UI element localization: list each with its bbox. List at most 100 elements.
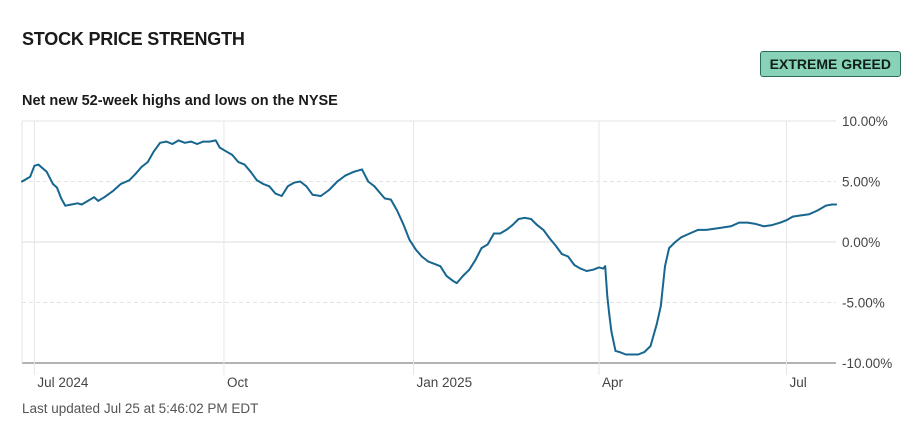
data-point [256, 179, 258, 182]
x-axis: Jul 2024 Oct Jan 2025 Apr Jul [37, 375, 806, 390]
data-point [523, 216, 526, 219]
data-point [433, 262, 436, 265]
data-point [493, 232, 495, 235]
data-point [468, 268, 471, 271]
data-point [214, 139, 217, 142]
data-point [80, 203, 83, 206]
y-axis: 10.00% 5.00% 0.00% -5.00% -10.00% [842, 114, 892, 371]
data-point [159, 141, 162, 144]
data-point [52, 183, 54, 185]
x-tick-label: Apr [602, 375, 624, 390]
data-point [561, 253, 563, 256]
data-point [618, 351, 621, 353]
data-point [785, 219, 788, 222]
data-point [445, 275, 448, 277]
data-point [585, 270, 588, 272]
data-point [208, 140, 211, 143]
data-point [274, 192, 277, 195]
data-point [280, 195, 283, 197]
data-point [705, 229, 708, 231]
x-tick-label: Oct [227, 375, 248, 390]
data-point [25, 178, 27, 181]
data-point [373, 185, 376, 188]
data-point [45, 170, 48, 173]
data-point [328, 189, 330, 191]
data-point [120, 183, 122, 185]
data-point [311, 193, 314, 196]
data-point [305, 185, 308, 188]
data-point [591, 268, 594, 271]
data-point [33, 164, 36, 167]
data-point [111, 190, 114, 193]
data-point [754, 223, 757, 225]
data-point [87, 200, 89, 202]
data-point [668, 247, 670, 250]
data-point [451, 279, 454, 282]
data-point [37, 163, 40, 166]
chart-subtitle: Net new 52-week highs and lows on the NY… [22, 93, 338, 109]
data-point [134, 173, 137, 176]
y-tick-label: 10.00% [842, 114, 888, 129]
data-point [402, 223, 405, 225]
data-point [202, 140, 205, 143]
data-point [64, 204, 67, 207]
data-point [606, 295, 609, 298]
data-point [791, 215, 794, 218]
data-point [427, 260, 429, 263]
data-point [439, 265, 442, 268]
data-point [462, 275, 464, 277]
data-point [688, 232, 691, 235]
sentiment-badge: EXTREME GREED [759, 51, 901, 77]
data-point [336, 180, 339, 183]
data-point [474, 259, 477, 261]
data-point [361, 168, 363, 171]
data-point [824, 204, 827, 207]
data-point [499, 232, 501, 235]
data-point [713, 227, 716, 230]
data-point [697, 229, 699, 231]
data-point [231, 154, 234, 156]
data-point [610, 330, 613, 333]
data-point [604, 265, 607, 268]
data-point [779, 221, 782, 224]
data-point [420, 255, 423, 258]
y-tick-label: 5.00% [842, 175, 880, 190]
data-point [573, 264, 576, 266]
data-point [808, 213, 811, 216]
data-point [243, 163, 246, 166]
data-point [554, 244, 557, 247]
data-point [643, 351, 646, 353]
series-layer [21, 139, 837, 356]
data-point [268, 185, 271, 188]
data-point [196, 143, 199, 145]
series-line [21, 139, 837, 356]
data-point [480, 247, 483, 250]
data-point [286, 185, 289, 188]
data-point [637, 353, 640, 356]
data-point [153, 150, 155, 153]
data-point [455, 282, 458, 284]
data-point [680, 236, 683, 239]
data-point [738, 221, 740, 224]
data-point [352, 170, 355, 173]
data-point [517, 218, 520, 220]
data-point [746, 221, 749, 224]
data-point [128, 179, 131, 182]
data-point [218, 146, 221, 149]
data-point [93, 196, 95, 199]
data-point [140, 166, 143, 168]
chart-title: STOCK PRICE STRENGTH [22, 29, 245, 49]
data-point [831, 203, 833, 206]
data-point [835, 203, 837, 206]
data-point [608, 313, 611, 316]
data-point [70, 203, 73, 206]
data-point [598, 266, 600, 269]
data-point [262, 183, 264, 185]
data-point [379, 192, 382, 195]
data-point [249, 170, 252, 173]
data-point [414, 248, 417, 251]
data-point [721, 226, 724, 229]
data-point [344, 174, 347, 177]
data-point [383, 197, 386, 200]
